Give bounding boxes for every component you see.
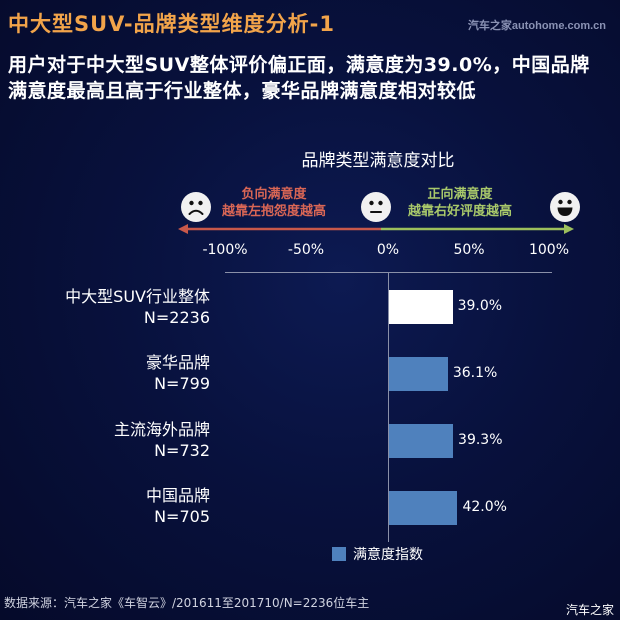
autohome-watermark: 汽车之家autohome.com.cn: [467, 20, 606, 32]
bar-industry-overall: [389, 290, 453, 324]
legend-swatch: [332, 547, 346, 561]
data-source-note: 数据来源：汽车之家《车智云》/201611至201710/N=2236位车主: [4, 596, 370, 610]
negative-description: 越靠左抱怨度越高: [222, 204, 327, 219]
tick-label: 0%: [376, 242, 400, 258]
tick-label: 100%: [528, 242, 570, 258]
category-name: 中大型SUV行业整体: [65, 287, 210, 306]
tick-label: 50%: [453, 242, 485, 258]
bar-chinese-brands: [389, 491, 458, 525]
category-sample-size: N=799: [154, 374, 210, 393]
zero-axis-line: [388, 272, 389, 542]
category-label: 豪华品牌 N=799: [146, 352, 210, 394]
negative-label: 负向满意度: [241, 187, 307, 202]
tick-label: -50%: [287, 242, 325, 258]
satisfaction-scale-arrow: [178, 224, 574, 234]
chart-title: 品牌类型满意度对比: [301, 151, 455, 171]
tick-label: -100%: [202, 242, 248, 258]
summary-text: 用户对于中大型SUV整体评价偏正面，满意度为39.0%，中国品牌满意度最高且高于…: [8, 54, 590, 102]
bar-luxury-brands: [389, 357, 448, 391]
happy-face-icon: [550, 192, 580, 222]
negative-satisfaction-legend: 负向满意度 越靠左抱怨度越高: [222, 186, 326, 220]
bar-value-label: 39.0%: [457, 298, 503, 314]
bar-mainstream-foreign-brands: [389, 424, 454, 458]
autohome-logo-watermark: 汽车之家: [565, 603, 614, 617]
bar-value-label: 42.0%: [462, 499, 507, 515]
legend-label: 满意度指数: [353, 547, 423, 563]
positive-satisfaction-legend: 正向满意度 越靠右好评度越高: [408, 186, 512, 220]
bar-value-label: 36.1%: [452, 365, 498, 381]
category-name: 豪华品牌: [145, 353, 210, 372]
category-label: 主流海外品牌 N=732: [114, 419, 210, 461]
positive-description: 越靠右好评度越高: [408, 204, 513, 219]
category-sample-size: N=2236: [143, 308, 210, 327]
sad-face-icon: [181, 192, 211, 222]
category-name: 主流海外品牌: [113, 420, 210, 439]
neutral-face-icon: [361, 192, 391, 222]
category-label: 中国品牌 N=705: [146, 485, 210, 527]
category-sample-size: N=705: [154, 507, 210, 526]
category-sample-size: N=732: [154, 441, 210, 460]
positive-label: 正向满意度: [427, 187, 493, 202]
category-name: 中国品牌: [145, 486, 210, 505]
page-title: 中大型SUV-品牌类型维度分析-1: [8, 12, 335, 36]
category-label: 中大型SUV行业整体 N=2236: [65, 286, 210, 328]
bar-value-label: 39.3%: [458, 432, 503, 448]
